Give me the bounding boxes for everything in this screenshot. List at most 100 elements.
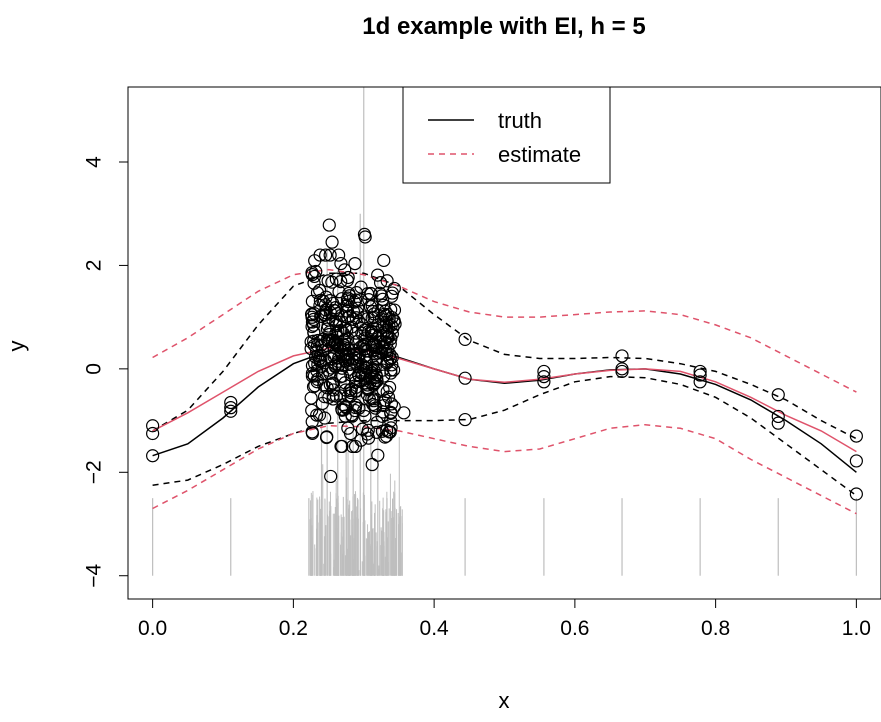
x-tick-label: 0.4 (420, 617, 450, 640)
cluster-point (377, 253, 391, 268)
data-point (615, 364, 629, 379)
legend-box (402, 86, 611, 184)
cluster-point (323, 366, 337, 380)
cluster-point (334, 439, 348, 454)
data-point (146, 449, 160, 463)
cluster-point (346, 304, 361, 319)
cluster-point (369, 368, 383, 382)
confidence-bands (152, 268, 857, 515)
cluster-point (367, 338, 382, 352)
cluster-point (368, 399, 382, 413)
cluster-point (341, 421, 355, 435)
data-point (693, 364, 707, 379)
cluster-point (373, 276, 388, 290)
cluster-point (383, 414, 398, 428)
cluster-point (325, 235, 339, 249)
cluster-point (379, 323, 393, 338)
legend: truth estimate (402, 86, 611, 184)
cluster-point (308, 379, 322, 393)
cluster-point (351, 359, 365, 373)
cluster-point (305, 319, 319, 334)
data-point (771, 388, 785, 402)
data-point (537, 364, 551, 379)
cluster-point (326, 376, 340, 390)
cluster-point (305, 310, 319, 324)
cluster-point (326, 392, 340, 406)
x-tick-label: 1.0 (842, 617, 871, 640)
cluster-point (307, 269, 322, 284)
data-point (771, 409, 785, 424)
ei-lines (152, 87, 857, 576)
y-axis-label: y (4, 341, 29, 352)
cluster-point (304, 391, 318, 405)
cluster-point (397, 406, 411, 420)
cluster-point (305, 426, 320, 440)
cluster-point (383, 337, 397, 351)
cluster-point (376, 298, 391, 312)
x-axis: 0.0 0.2 0.4 0.6 0.8 1.0 (138, 598, 871, 640)
cluster-point (348, 439, 363, 454)
cluster-point (376, 339, 390, 353)
cluster-point (305, 366, 320, 381)
cluster-point (344, 368, 358, 382)
cluster-point (358, 409, 372, 423)
cluster-point (345, 439, 360, 454)
legend-label-truth: truth (498, 108, 542, 133)
cluster-point (359, 368, 373, 382)
cluster-point (358, 230, 372, 244)
curves (152, 347, 857, 473)
data-point (224, 395, 238, 410)
legend-label-estimate: estimate (498, 142, 581, 167)
cluster-point (371, 268, 385, 282)
cluster-point (341, 270, 355, 285)
cluster-point (306, 380, 321, 394)
cluster-point (343, 357, 357, 372)
truth-band-lower (152, 375, 857, 497)
cluster-point (321, 363, 335, 377)
cluster-point (370, 373, 384, 387)
cluster-point (365, 328, 379, 343)
cluster-point (313, 351, 327, 366)
cluster-point (304, 335, 318, 349)
cluster-point (348, 256, 362, 271)
cluster-point (366, 397, 380, 412)
cluster-point (332, 248, 346, 262)
data-point (146, 426, 160, 441)
data-point (458, 332, 472, 346)
data-point (224, 401, 238, 415)
cluster-point (342, 341, 356, 356)
estimate-band-upper (152, 268, 857, 393)
data-point (458, 412, 472, 427)
y-tick-label: 4 (83, 156, 106, 168)
y-tick-label: 2 (83, 260, 106, 272)
cluster-point (351, 368, 366, 382)
cluster-point (377, 396, 391, 410)
cluster-point (363, 300, 378, 314)
cluster-point (344, 382, 358, 396)
cluster-point (364, 286, 378, 301)
chart-title: 1d example with EI, h = 5 (362, 13, 645, 40)
cluster-point (332, 351, 346, 365)
data-point (458, 371, 472, 385)
estimate-curve (152, 347, 857, 453)
cluster-point (366, 358, 380, 372)
cluster-point (384, 366, 398, 380)
data-point (849, 454, 863, 468)
cluster-point (362, 293, 376, 307)
cluster-point (322, 327, 336, 342)
cluster-point (305, 403, 319, 418)
cluster-point (334, 256, 348, 271)
y-tick-label: −2 (83, 460, 106, 484)
cluster-point (327, 303, 342, 318)
cluster-point (383, 380, 397, 395)
cluster-point (338, 263, 352, 277)
estimate-band-lower (152, 423, 857, 515)
data-point (224, 404, 238, 418)
x-tick-label: 0.6 (560, 617, 589, 640)
cluster-point (387, 363, 401, 377)
y-tick-label: −4 (83, 563, 106, 587)
data-point (537, 370, 551, 384)
x-tick-label: 0.0 (138, 617, 167, 640)
cluster-point (309, 264, 323, 279)
x-tick-label: 0.2 (279, 617, 308, 640)
